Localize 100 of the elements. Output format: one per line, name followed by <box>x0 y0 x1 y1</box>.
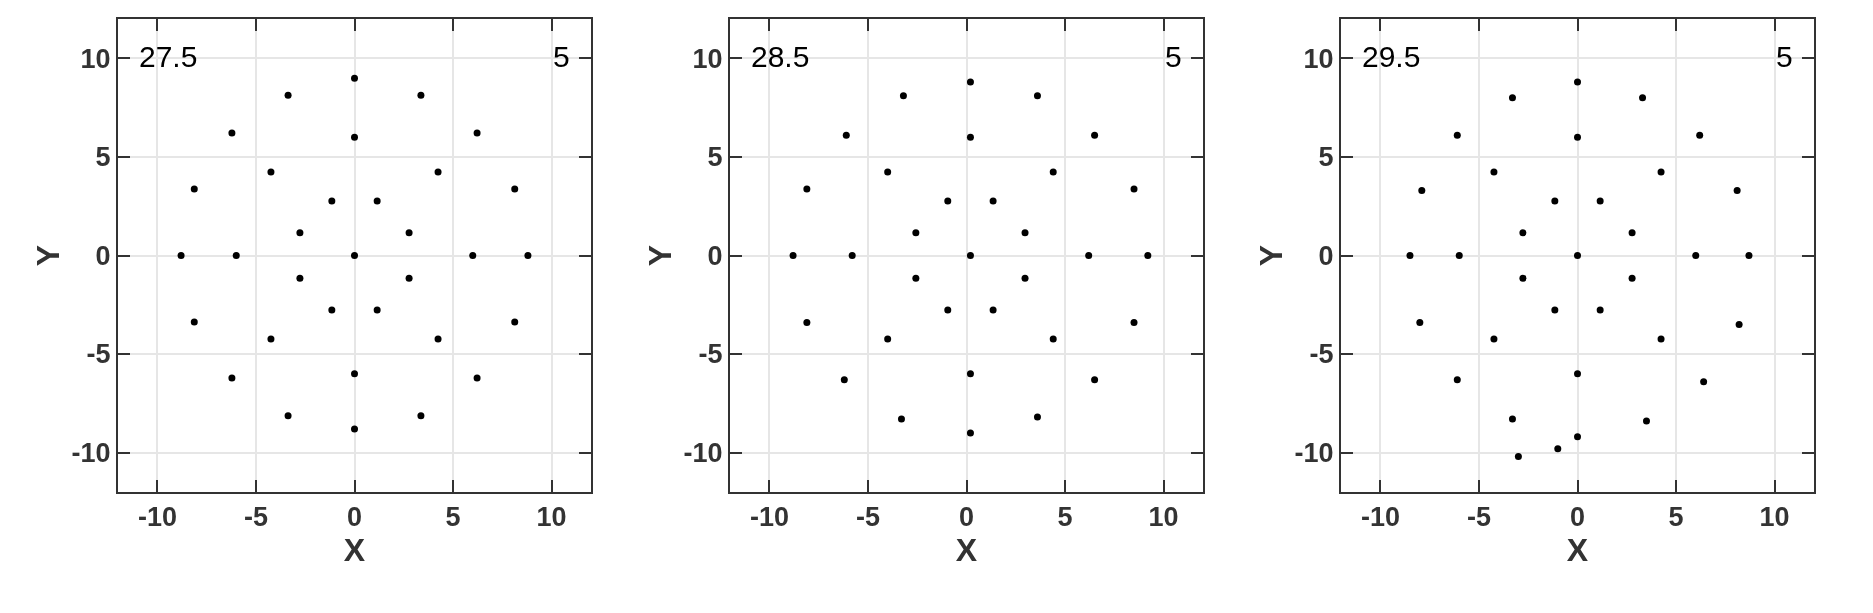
point <box>1735 320 1743 328</box>
point <box>1049 168 1057 176</box>
point <box>1642 417 1650 425</box>
x-tick-label: 10 <box>1759 502 1790 533</box>
x-tick-label: -10 <box>1360 502 1400 533</box>
point <box>1639 94 1647 102</box>
point <box>373 306 381 314</box>
point <box>1091 131 1099 139</box>
point <box>524 252 532 259</box>
point <box>966 370 974 378</box>
point <box>1021 274 1029 282</box>
x-tick-label: -10 <box>137 502 177 533</box>
point <box>351 252 358 259</box>
point <box>434 335 442 343</box>
annotation: 29.5 <box>1362 40 1421 73</box>
point <box>1574 78 1581 86</box>
point <box>1416 319 1424 327</box>
point <box>1406 252 1414 259</box>
point <box>511 318 519 326</box>
y-tick-label: 0 <box>95 240 111 271</box>
x-tick-label: 0 <box>1569 502 1586 533</box>
point <box>1551 306 1559 314</box>
point <box>405 229 413 237</box>
y-tick-label: -10 <box>1294 438 1334 469</box>
point <box>511 185 519 193</box>
point <box>1554 445 1562 453</box>
point <box>177 252 185 259</box>
point <box>434 168 442 176</box>
annotation: 27.5 <box>139 40 198 73</box>
point <box>803 185 811 193</box>
point <box>1692 252 1700 259</box>
point <box>417 91 425 99</box>
x-tick-label: 10 <box>536 502 567 533</box>
point <box>1144 252 1152 259</box>
point <box>989 197 997 205</box>
point <box>284 91 292 99</box>
y-tick-label: -5 <box>698 339 723 370</box>
y-axis-title: Y <box>1253 244 1290 267</box>
x-tick-label: 5 <box>445 502 461 533</box>
y-axis-title: Y <box>642 244 679 267</box>
y-tick-label: 5 <box>95 142 111 173</box>
point <box>1453 376 1461 384</box>
x-axis-title: X <box>343 532 366 569</box>
point <box>897 415 905 423</box>
point <box>296 274 304 282</box>
y-tick-label: 10 <box>1303 43 1334 74</box>
point <box>1455 252 1463 259</box>
point <box>351 74 358 82</box>
point <box>1574 252 1581 259</box>
point <box>328 306 336 314</box>
point <box>328 197 336 205</box>
annotation: 28.5 <box>751 40 810 73</box>
point <box>912 229 920 237</box>
x-axis-title: X <box>955 532 978 569</box>
point <box>944 197 952 205</box>
point <box>840 376 848 384</box>
point <box>1033 92 1041 100</box>
point <box>1628 274 1636 282</box>
point <box>989 306 997 314</box>
point <box>1130 319 1138 327</box>
point <box>1657 168 1665 176</box>
y-tick-label: 10 <box>80 43 111 74</box>
point <box>1085 252 1093 259</box>
point <box>1551 197 1559 205</box>
x-tick-label: -5 <box>855 502 880 533</box>
x-tick-label: -5 <box>1466 502 1491 533</box>
point <box>351 133 358 141</box>
point <box>789 252 797 259</box>
point <box>912 274 920 282</box>
y-tick-label: 0 <box>1318 240 1334 271</box>
y-tick-label: 5 <box>1318 142 1334 173</box>
point <box>1490 168 1498 176</box>
y-tick-label: -10 <box>71 438 111 469</box>
point <box>1574 433 1581 441</box>
point <box>1700 378 1708 386</box>
point <box>267 335 275 343</box>
point <box>966 252 974 259</box>
point <box>1490 335 1498 343</box>
y-tick-label: -5 <box>1309 339 1334 370</box>
point <box>1596 306 1604 314</box>
point <box>966 78 974 86</box>
point <box>190 318 198 326</box>
point <box>848 252 856 259</box>
point <box>351 370 358 378</box>
point <box>1508 415 1516 423</box>
point <box>469 252 477 259</box>
point <box>1519 274 1527 282</box>
point <box>1519 229 1527 237</box>
y-axis-title: Y <box>30 244 67 267</box>
x-tick-label: -5 <box>243 502 268 533</box>
y-tick-label: 5 <box>707 142 723 173</box>
point <box>899 92 907 100</box>
point <box>1628 229 1636 237</box>
point <box>1130 185 1138 193</box>
point <box>842 131 850 139</box>
x-tick-label: 5 <box>1668 502 1684 533</box>
point <box>373 197 381 205</box>
point <box>1574 133 1581 141</box>
point <box>884 335 892 343</box>
point <box>884 168 892 176</box>
